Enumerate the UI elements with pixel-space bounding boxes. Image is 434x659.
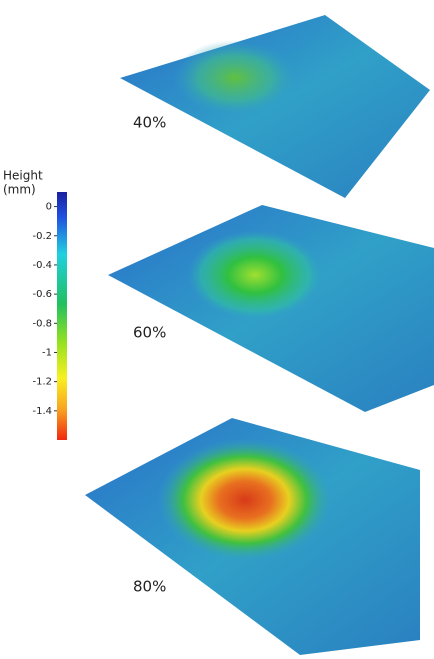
tick-label: -0.2 — [32, 231, 52, 242]
tick-label: -0.8 — [32, 318, 52, 329]
tick-label: -1.4 — [32, 406, 52, 417]
panel-label: 80% — [133, 578, 166, 596]
surface-80 — [85, 418, 420, 655]
panel-label: 60% — [133, 324, 166, 342]
colorbar-title: Height — [3, 169, 43, 183]
tick-label: -1 — [42, 347, 52, 358]
tick-label: 0 — [46, 202, 52, 213]
colorbar-title: (mm) — [3, 183, 36, 197]
colorbar — [57, 192, 67, 440]
panel-label: 40% — [133, 114, 166, 132]
tick-label: -0.4 — [32, 260, 52, 271]
tick-label: -0.6 — [32, 289, 52, 300]
surface-60 — [108, 205, 434, 412]
surface-40 — [120, 15, 430, 198]
tick-label: -1.2 — [32, 377, 52, 388]
